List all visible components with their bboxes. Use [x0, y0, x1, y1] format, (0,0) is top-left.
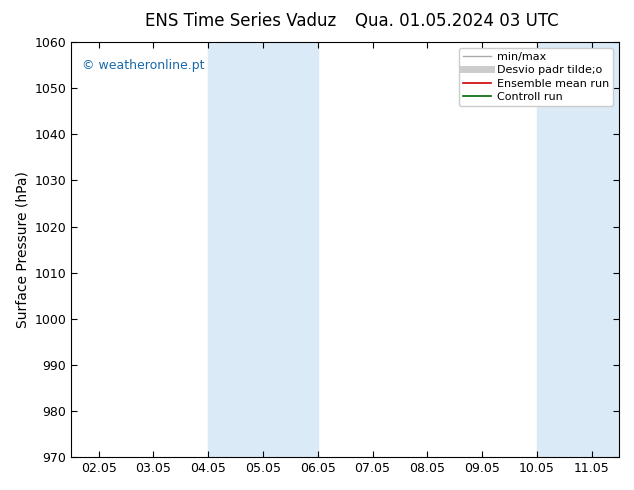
Text: Qua. 01.05.2024 03 UTC: Qua. 01.05.2024 03 UTC: [354, 12, 559, 30]
Bar: [208, 42, 263, 457]
Text: ENS Time Series Vaduz: ENS Time Series Vaduz: [145, 12, 337, 30]
Legend: min/max, Desvio padr tilde;o, Ensemble mean run, Controll run: min/max, Desvio padr tilde;o, Ensemble m…: [459, 48, 614, 106]
Bar: [537, 42, 592, 457]
Bar: [592, 42, 634, 457]
Bar: [263, 42, 318, 457]
Y-axis label: Surface Pressure (hPa): Surface Pressure (hPa): [15, 171, 29, 328]
Text: © weatheronline.pt: © weatheronline.pt: [82, 59, 205, 72]
